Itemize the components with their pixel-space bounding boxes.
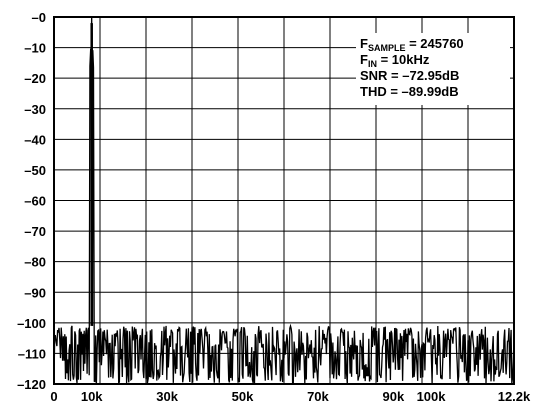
y-tick-label: –10 (24, 41, 46, 56)
y-tick-label: –60 (24, 194, 46, 209)
y-tick-labels: –0 –10 –20 –30 –40 –50 –60 –70 –80 –90 –100 –110 –12… (17, 10, 46, 392)
y-tick-label: –50 (24, 163, 46, 178)
x-tick-label: 12.2k (498, 389, 531, 404)
annotation-line: THD = –89.99dB (360, 84, 459, 99)
y-tick-label: –70 (24, 224, 46, 239)
x-tick-label: 90k (382, 389, 404, 404)
annotation-line: FSAMPLE = 245760 (360, 36, 464, 53)
spectrum-trace (53, 16, 515, 385)
plot-frame (53, 16, 515, 385)
x-tick-label: 10k (81, 389, 103, 404)
annotation-background (356, 33, 510, 105)
series-spectrum (53, 16, 515, 385)
y-tick-label: –20 (24, 71, 46, 86)
y-tick-label: –0 (32, 10, 46, 25)
y-tick-label: –40 (24, 132, 46, 147)
annotation-line: SNR = –72.95dB (360, 68, 459, 83)
x-tick-label: 100k (417, 389, 447, 404)
y-tick-label: –90 (24, 285, 46, 300)
y-tick-label: –120 (17, 377, 46, 392)
y-tick-label: –100 (17, 316, 46, 331)
x-tick-label: 30k (156, 389, 178, 404)
y-tick-label: –110 (18, 346, 46, 361)
x-tick-label: 50k (232, 389, 254, 404)
annotation-line: FIN = 10kHz (360, 52, 430, 69)
y-tick-label: –30 (24, 102, 46, 117)
x-tick-label: 70k (307, 389, 329, 404)
y-tick-label: –80 (24, 255, 46, 270)
x-tick-labels: 0 10k 30k 50k 70k 90k 100k 12.2k (50, 389, 531, 404)
x-tick-label: 0 (50, 389, 57, 404)
